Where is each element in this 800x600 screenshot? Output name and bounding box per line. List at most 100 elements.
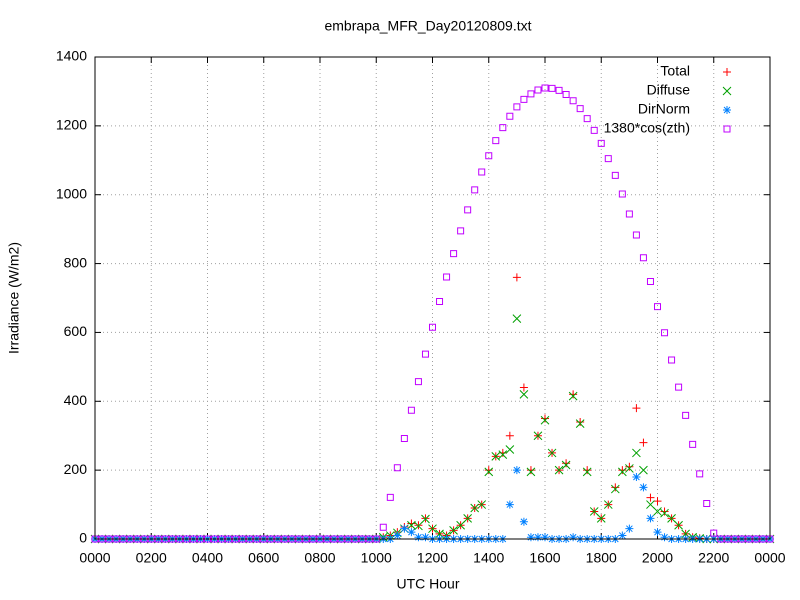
point xyxy=(533,533,542,542)
point xyxy=(618,531,627,540)
point xyxy=(738,535,746,543)
point xyxy=(443,273,451,281)
point xyxy=(646,500,655,509)
point xyxy=(766,535,774,543)
point xyxy=(477,500,487,509)
legend-marker xyxy=(723,106,731,114)
point xyxy=(618,466,627,475)
x-tick-label: 0400 xyxy=(192,550,223,566)
x-tick-label: 1600 xyxy=(529,550,560,566)
point xyxy=(309,535,317,543)
y-tick-label: 400 xyxy=(64,392,88,408)
point xyxy=(274,535,282,543)
legend-marker xyxy=(723,68,731,76)
point xyxy=(561,460,571,470)
point xyxy=(358,535,366,543)
point xyxy=(407,528,416,537)
point xyxy=(478,168,486,176)
point xyxy=(485,152,493,160)
point xyxy=(519,390,529,399)
point xyxy=(506,112,514,120)
y-tick-label: 0 xyxy=(79,530,87,546)
point xyxy=(717,535,725,543)
point xyxy=(498,450,508,460)
point xyxy=(745,535,753,543)
point xyxy=(126,535,134,543)
point xyxy=(204,535,211,543)
point xyxy=(576,417,585,426)
point xyxy=(541,533,549,542)
point xyxy=(554,465,564,475)
point xyxy=(604,155,612,163)
point xyxy=(492,137,500,145)
point xyxy=(484,466,493,475)
point xyxy=(547,448,557,458)
point xyxy=(421,350,429,358)
point xyxy=(526,533,535,542)
point xyxy=(548,84,556,92)
point xyxy=(281,535,289,543)
point xyxy=(119,535,127,543)
point xyxy=(498,448,507,457)
point xyxy=(295,535,303,543)
point xyxy=(471,186,479,194)
point xyxy=(400,434,408,442)
point xyxy=(246,535,254,543)
point xyxy=(590,126,598,134)
point xyxy=(499,124,507,132)
point xyxy=(625,524,634,533)
point xyxy=(654,303,661,311)
point xyxy=(569,533,578,542)
point xyxy=(562,459,571,468)
point xyxy=(470,503,480,513)
point xyxy=(646,514,655,523)
point xyxy=(660,533,669,542)
x-tick-label: 2000 xyxy=(642,550,673,566)
point xyxy=(512,314,522,324)
point xyxy=(513,103,521,111)
point xyxy=(583,115,591,123)
plot-border xyxy=(94,56,771,540)
legend-label: 1380*cos(zth) xyxy=(604,120,690,136)
point xyxy=(534,86,542,94)
point xyxy=(414,521,423,531)
point xyxy=(540,415,550,425)
point xyxy=(365,535,373,543)
x-axis-label: UTC Hour xyxy=(396,576,459,592)
point xyxy=(512,273,521,282)
x-tick-label: 1400 xyxy=(473,550,504,566)
point xyxy=(98,535,106,543)
legend-marker xyxy=(723,125,731,133)
point xyxy=(611,171,619,179)
point xyxy=(653,528,662,537)
point xyxy=(168,535,176,543)
y-axis-label: Irradiance (W/m2) xyxy=(6,242,22,354)
point xyxy=(239,535,247,543)
point xyxy=(105,535,113,543)
x-tick-label: 1000 xyxy=(361,550,392,566)
point xyxy=(569,390,578,399)
point xyxy=(660,508,669,518)
point xyxy=(689,440,697,448)
x-tick-label: 1800 xyxy=(586,550,617,566)
point xyxy=(617,467,627,477)
point xyxy=(568,391,578,401)
y-tick-label: 200 xyxy=(64,461,88,477)
point xyxy=(288,535,296,543)
point xyxy=(603,500,613,509)
point xyxy=(562,91,570,99)
y-tick-label: 1400 xyxy=(56,48,87,64)
point xyxy=(147,535,155,543)
point xyxy=(491,452,501,461)
point xyxy=(526,467,536,477)
point xyxy=(91,535,99,543)
point xyxy=(421,514,430,524)
legend-label: Total xyxy=(660,63,690,79)
x-tick-label: 1200 xyxy=(417,550,448,566)
point xyxy=(351,535,359,543)
point xyxy=(323,535,331,543)
chart-title: embrapa_MFR_Day20120809.txt xyxy=(324,18,531,34)
point xyxy=(386,493,394,501)
